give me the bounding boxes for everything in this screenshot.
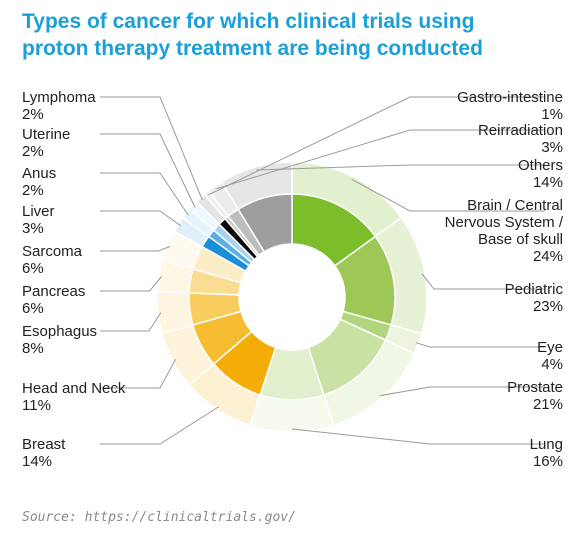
slice-name-anus: Anus	[22, 165, 57, 182]
slice-label-eye: Eye 4%	[537, 339, 563, 373]
chart-title-line-2: proton therapy treatment are being condu…	[22, 37, 483, 60]
outer-ring	[156, 161, 428, 433]
slice-value-eye: 4%	[541, 356, 563, 373]
slice-label-pancreas: Pancreas 6%	[22, 283, 85, 317]
source-note: Source: https://clinicaltrials.gov/	[22, 510, 296, 525]
slice-value-pancreas: 6%	[22, 300, 44, 317]
leader-line-brain-central-nervous-system-base-of-skull	[351, 178, 545, 212]
slice-label-sarcoma: Sarcoma 6%	[22, 243, 82, 277]
leader-line-head-and-neck	[100, 358, 177, 389]
slice-name-head-and-neck: Head and Neck	[22, 380, 126, 397]
slice-label-lymphoma: Lymphoma 2%	[22, 89, 96, 123]
slice-name-breast: Breast	[22, 436, 66, 453]
slice-name-lung: Lung	[529, 436, 563, 453]
slice-value-lymphoma: 2%	[22, 106, 44, 123]
slice-value-uterine: 2%	[22, 143, 44, 160]
slice-name-brain-central-nervous-system-base-of-skull-1: Brain / Central	[467, 197, 563, 214]
slice-name-brain-central-nervous-system-base-of-skull-3: Base of skull	[477, 231, 563, 248]
leader-line-esophagus	[100, 312, 162, 332]
slice-name-prostate: Prostate	[507, 379, 563, 396]
slice-label-others: Others 14%	[518, 157, 563, 191]
slice-name-reirradiation: Reirradiation	[477, 122, 563, 139]
slice-label-esophagus: Esophagus 8%	[22, 323, 97, 357]
slice-value-head-and-neck: 11%	[22, 397, 51, 414]
leader-line-eye	[415, 342, 545, 348]
leader-line-anus	[100, 172, 189, 216]
slice-name-pediatric: Pediatric	[504, 281, 563, 298]
slice-value-breast: 14%	[22, 453, 53, 470]
slice-name-sarcoma: Sarcoma	[22, 243, 83, 260]
slice-name-gastro-intestine: Gastro-intestine	[457, 89, 563, 106]
slice-name-brain-central-nervous-system-base-of-skull-2: Nervous System /	[444, 214, 563, 231]
leader-line-breast	[100, 406, 219, 445]
slice-label-gastro-intestine: Gastro-intestine 1%	[457, 89, 563, 123]
slice-name-liver: Liver	[22, 203, 55, 220]
slice-name-esophagus: Esophagus	[22, 323, 98, 340]
slice-label-breast: Breast 14%	[22, 436, 65, 470]
leader-line-pediatric	[421, 273, 545, 290]
slice-value-pediatric: 23%	[532, 298, 563, 315]
slice-label-pediatric: Pediatric 23%	[505, 281, 563, 315]
slice-label-anus: Anus 2%	[22, 165, 56, 199]
slice-value-liver: 3%	[22, 220, 44, 237]
slice-value-others: 14%	[532, 174, 563, 191]
slice-name-pancreas: Pancreas	[22, 283, 86, 300]
leader-line-lymphoma	[100, 96, 203, 201]
slice-value-sarcoma: 6%	[22, 260, 44, 277]
slice-value-reirradiation: 3%	[541, 139, 563, 156]
leader-line-uterine	[100, 133, 196, 208]
slice-name-others: Others	[517, 157, 563, 174]
slice-value-esophagus: 8%	[22, 340, 44, 357]
slice-label-head-and-neck: Head and Neck 11%	[22, 380, 125, 414]
leader-line-others	[256, 164, 545, 171]
leader-lines	[100, 96, 545, 445]
slice-value-prostate: 21%	[532, 396, 563, 413]
slice-label-reirradiation: Reirradiation 3%	[478, 122, 563, 156]
slice-value-anus: 2%	[22, 182, 44, 199]
slice-value-brain-central-nervous-system-base-of-skull: 24%	[532, 248, 563, 265]
slice-label-uterine: Uterine 2%	[22, 126, 70, 160]
leader-line-prostate	[379, 386, 545, 397]
slice-label-lung: Lung 16%	[530, 436, 563, 470]
slice-label-brain-central-nervous-system-base-of-skull: Brain / Central Nervous System / Base of s…	[445, 197, 563, 265]
slice-value-lung: 16%	[532, 453, 563, 470]
slice-name-uterine: Uterine	[22, 126, 71, 143]
leader-line-pancreas	[100, 276, 163, 292]
leader-line-gastro-intestine	[208, 96, 545, 196]
chart-title: Types of cancer for which clinical trial…	[22, 8, 572, 62]
slice-name-lymphoma: Lymphoma	[22, 89, 96, 106]
leader-line-liver	[100, 210, 182, 227]
chart-title-line-1: Types of cancer for which clinical trial…	[22, 10, 475, 33]
leader-line-lung	[291, 428, 545, 445]
inner-ring	[188, 193, 396, 401]
leader-line-sarcoma	[100, 246, 171, 252]
slice-label-prostate: Prostate 21%	[507, 379, 563, 413]
slice-value-gastro-intestine: 1%	[541, 106, 563, 123]
slice-label-liver: Liver 3%	[22, 203, 55, 237]
slice-name-eye: Eye	[537, 339, 563, 356]
slice-others[interactable]	[237, 193, 293, 253]
